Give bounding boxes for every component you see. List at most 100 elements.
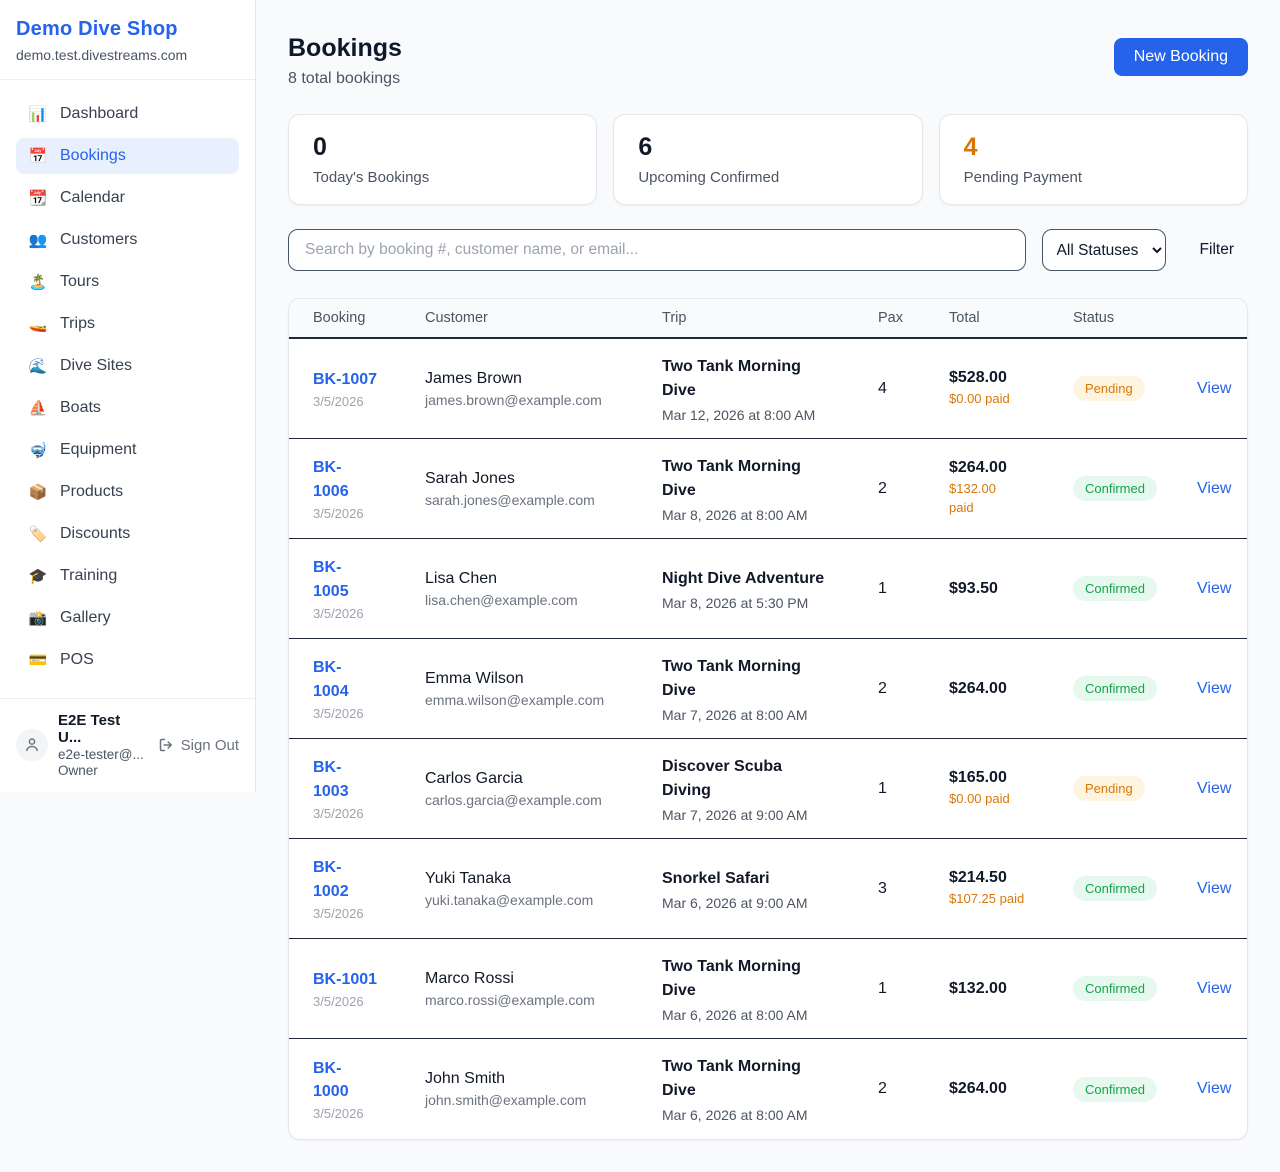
pax-cell: 1	[878, 579, 887, 597]
customer-name: James Brown	[425, 369, 522, 387]
page-header-text: Bookings 8 total bookings	[288, 34, 402, 88]
pax-cell: 2	[878, 479, 887, 497]
sidebar-nav: 📊 Dashboard 📅 Bookings 📆 Calendar 👥 Cust…	[0, 80, 255, 694]
total-amount: $264.00	[949, 459, 1007, 477]
booking-id-link[interactable]: BK- 1000	[313, 1059, 349, 1100]
customer-name: Carlos Garcia	[425, 769, 523, 787]
booking-id-link[interactable]: BK- 1006	[313, 459, 349, 500]
trip-datetime: Mar 7, 2026 at 8:00 AM	[662, 706, 808, 723]
stat-value: 4	[963, 133, 978, 161]
total-cell: $214.50 $107.25 paid	[949, 869, 1073, 909]
sidebar-item-products[interactable]: 📦 Products	[16, 474, 239, 510]
booking-cell: BK- 1005 3/5/2026	[313, 556, 425, 620]
search-input[interactable]	[288, 229, 1026, 271]
new-booking-button[interactable]: New Booking	[1113, 38, 1248, 76]
sidebar-item-boats[interactable]: ⛵ Boats	[16, 390, 239, 426]
sidebar-item-trips[interactable]: 🚤 Trips	[16, 306, 239, 342]
total-cell: $165.00 $0.00 paid	[949, 769, 1073, 809]
customer-cell: Marco Rossi marco.rossi@example.com	[425, 970, 662, 1008]
view-cell: View	[1197, 480, 1231, 498]
sidebar-item-pos[interactable]: 💳 POS	[16, 642, 239, 678]
calendar-icon: 📅	[28, 148, 48, 165]
customer-email: yuki.tanaka@example.com	[425, 891, 594, 908]
view-link[interactable]: View	[1197, 679, 1232, 697]
speedboat-icon: 🚤	[28, 316, 48, 333]
nav-item-label: Training	[60, 567, 118, 584]
trip-datetime: Mar 6, 2026 at 9:00 AM	[662, 894, 808, 911]
table-row: BK- 1005 3/5/2026 Lisa Chen lisa.chen@exa…	[289, 539, 1247, 639]
booking-date: 3/5/2026	[313, 905, 364, 921]
booking-id-link[interactable]: BK-1001	[313, 970, 378, 988]
stat-label: Today's Bookings	[313, 169, 430, 186]
customer-email: lisa.chen@example.com	[425, 591, 578, 608]
view-link[interactable]: View	[1197, 879, 1232, 897]
wave-icon: 🌊	[28, 358, 48, 375]
total-amount: $264.00	[949, 679, 1007, 697]
sidebar-item-equipment[interactable]: 🤿 Equipment	[16, 432, 239, 468]
customer-name: Yuki Tanaka	[425, 869, 511, 887]
sidebar-item-gallery[interactable]: 📸 Gallery	[16, 600, 239, 636]
trip-name: Discover Scuba Diving	[662, 757, 783, 799]
customer-name: Sarah Jones	[425, 469, 515, 487]
status-badge: Pending	[1073, 776, 1145, 801]
view-link[interactable]: View	[1197, 1080, 1232, 1097]
camera-icon: 📸	[28, 610, 48, 627]
booking-id-link[interactable]: BK- 1004	[313, 659, 349, 700]
stat-card: 4 Pending Payment	[938, 114, 1248, 205]
view-link[interactable]: View	[1197, 379, 1232, 397]
sidebar-item-bookings[interactable]: 📅 Bookings	[16, 138, 239, 174]
booking-id-link[interactable]: BK- 1003	[313, 759, 349, 800]
sidebar-item-tours[interactable]: 🏝️ Tours	[16, 264, 239, 300]
trip-cell: Two Tank Morning Dive Mar 7, 2026 at 8:0…	[662, 655, 878, 723]
view-link[interactable]: View	[1197, 579, 1232, 597]
stat-value: 6	[638, 133, 653, 161]
pax-cell: 3	[878, 879, 887, 897]
status-cell: Pending	[1073, 776, 1197, 801]
sidebar-item-discounts[interactable]: 🏷️ Discounts	[16, 516, 239, 552]
diving-mask-icon: 🤿	[28, 442, 48, 459]
table-body: BK-1007 3/5/2026 James Brown james.brown…	[289, 339, 1247, 1139]
status-cell: Confirmed	[1073, 676, 1197, 701]
booking-id-link[interactable]: BK-1007	[313, 370, 378, 388]
booking-id-link[interactable]: BK- 1002	[313, 859, 349, 900]
table-row: BK- 1002 3/5/2026 Yuki Tanaka yuki.tanaka…	[289, 839, 1247, 939]
booking-date: 3/5/2026	[313, 605, 364, 621]
nav-item-label: Dive Sites	[60, 357, 133, 374]
booking-id-link[interactable]: BK- 1005	[313, 559, 349, 600]
people-icon: 👥	[28, 232, 48, 249]
column-header-total: Total	[949, 310, 980, 326]
sidebar-item-training[interactable]: 🎓 Training	[16, 558, 239, 594]
status-badge: Confirmed	[1073, 476, 1157, 501]
view-link[interactable]: View	[1197, 779, 1232, 797]
view-cell: View	[1197, 580, 1231, 598]
user-info: E2E Test U... e2e-tester@... Owner	[58, 712, 148, 778]
sidebar-item-dive-sites[interactable]: 🌊 Dive Sites	[16, 348, 239, 384]
trip-name: Snorkel Safari	[662, 869, 770, 887]
sign-out-button[interactable]: Sign Out	[158, 737, 239, 754]
sidebar-item-dashboard[interactable]: 📊 Dashboard	[16, 96, 239, 132]
sidebar-item-calendar[interactable]: 📆 Calendar	[16, 180, 239, 216]
column-header-booking: Booking	[313, 310, 366, 326]
total-cell: $132.00	[949, 980, 1073, 998]
trip-name: Two Tank Morning Dive	[662, 1058, 801, 1099]
total-amount: $132.00	[949, 979, 1007, 997]
customer-cell: John Smith john.smith@example.com	[425, 1070, 662, 1108]
view-link[interactable]: View	[1197, 479, 1232, 497]
trip-datetime: Mar 6, 2026 at 8:00 AM	[662, 1107, 808, 1123]
table-header-row: Booking Customer Trip Pax Total Status	[289, 299, 1247, 339]
trip-datetime: Mar 6, 2026 at 8:00 AM	[662, 1006, 808, 1023]
booking-cell: BK- 1004 3/5/2026	[313, 656, 425, 720]
view-link[interactable]: View	[1197, 979, 1232, 997]
nav-item-label: Bookings	[60, 147, 126, 164]
nav-item-label: Products	[60, 483, 124, 500]
avatar	[16, 729, 48, 761]
booking-date: 3/5/2026	[313, 994, 364, 1010]
pax-cell: 1	[878, 979, 887, 997]
status-filter-select[interactable]: All Statuses	[1041, 229, 1166, 271]
user-role: Owner	[58, 763, 98, 778]
filter-button[interactable]: Filter	[1182, 241, 1248, 259]
table-row: BK- 1000 3/5/2026 John Smith john.smith@e…	[289, 1039, 1247, 1139]
person-icon	[26, 738, 38, 752]
customer-name: Marco Rossi	[425, 969, 514, 987]
sidebar-item-customers[interactable]: 👥 Customers	[16, 222, 239, 258]
